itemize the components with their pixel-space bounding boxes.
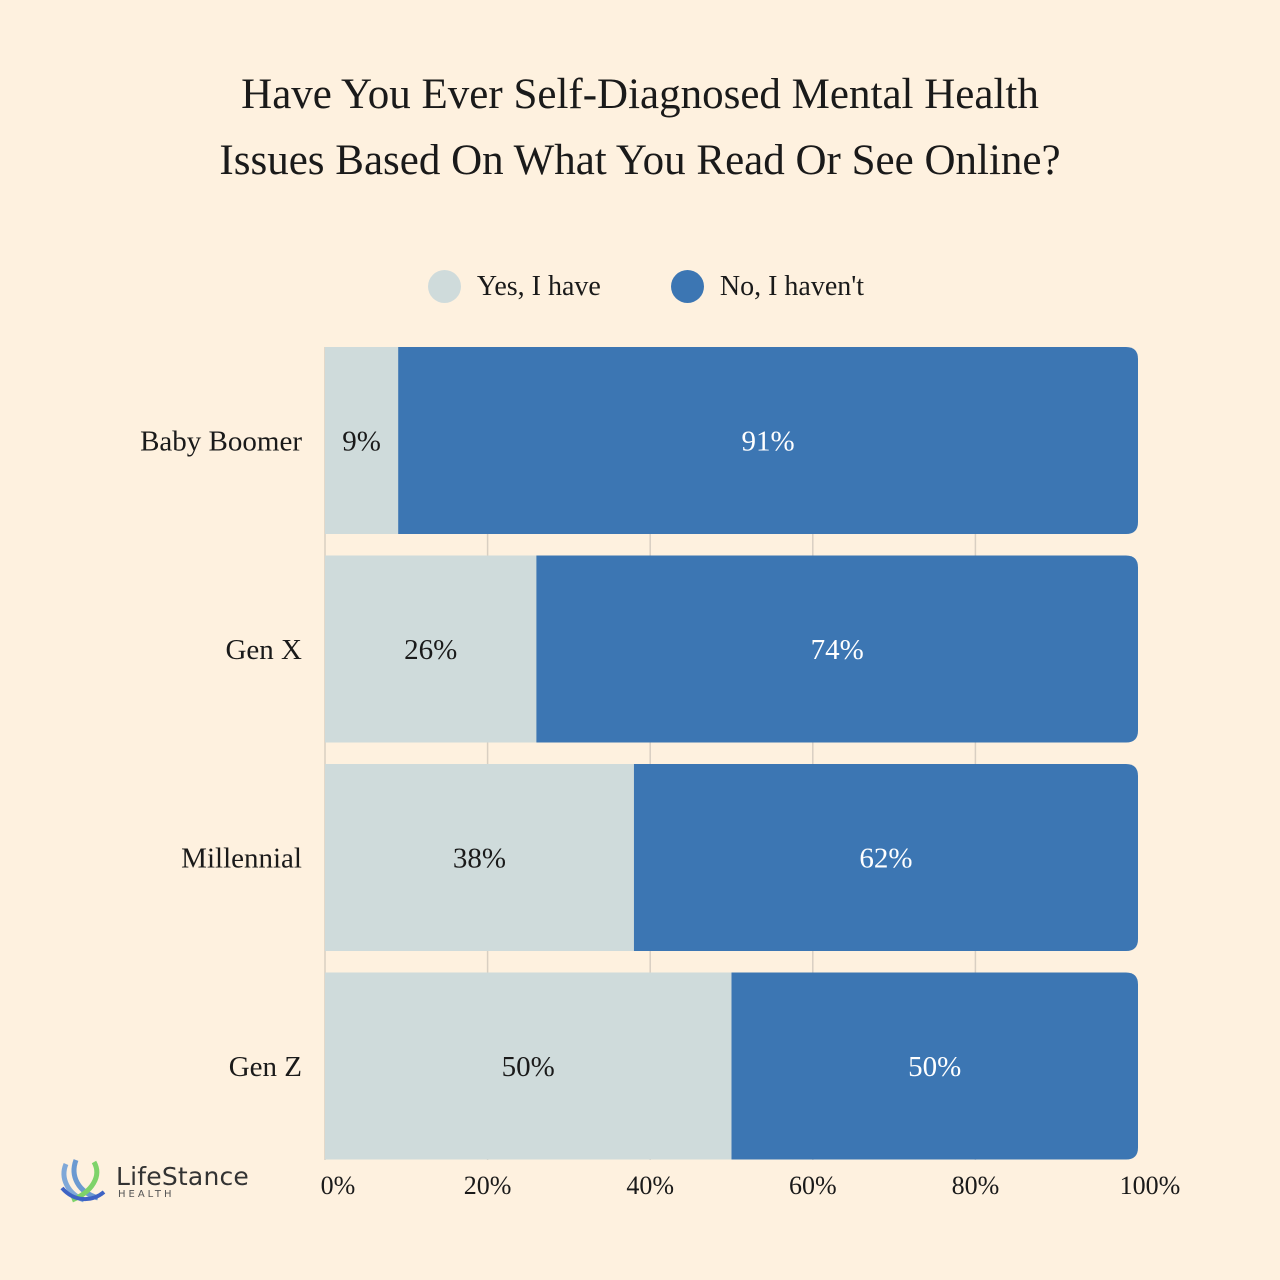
legend-item-yes: Yes, I have bbox=[427, 270, 601, 303]
legend-label-no: No, I haven't bbox=[719, 270, 865, 302]
logo-sub: HEALTH bbox=[118, 1189, 175, 1200]
legend: Yes, I have No, I haven't bbox=[0, 270, 1280, 303]
category-label: Millennial bbox=[181, 843, 302, 875]
bar-yes bbox=[325, 347, 399, 534]
data-label-yes: 9% bbox=[342, 426, 381, 458]
data-label-no: 91% bbox=[741, 426, 794, 458]
logo-name: LifeStance bbox=[116, 1162, 250, 1191]
title-line-2: Issues Based On What You Read Or See Onl… bbox=[219, 137, 1061, 184]
category-label: Gen X bbox=[225, 634, 302, 666]
data-label-yes: 26% bbox=[404, 634, 457, 666]
logo: LifeStance HEALTH bbox=[58, 1158, 249, 1204]
legend-item-no: No, I haven't bbox=[670, 270, 865, 303]
logo-icon bbox=[60, 1159, 106, 1203]
bar-no bbox=[633, 764, 1138, 951]
bar-no bbox=[536, 555, 1138, 743]
chart-title: Have You Ever Self-Diagnosed Mental Heal… bbox=[0, 62, 1280, 194]
x-tick-label: 80% bbox=[952, 1171, 1000, 1200]
data-label-yes: 38% bbox=[453, 843, 506, 875]
data-label-yes: 50% bbox=[502, 1051, 555, 1083]
bar-no bbox=[398, 347, 1138, 534]
legend-label-yes: Yes, I have bbox=[476, 270, 601, 302]
category-label: Gen Z bbox=[229, 1051, 302, 1083]
x-tick-label: 60% bbox=[789, 1171, 837, 1200]
x-tick-label: 20% bbox=[464, 1171, 512, 1200]
data-label-no: 74% bbox=[811, 634, 864, 666]
title-line-1: Have You Ever Self-Diagnosed Mental Heal… bbox=[241, 71, 1039, 118]
category-label: Baby Boomer bbox=[140, 426, 302, 458]
x-tick-label: 40% bbox=[626, 1171, 674, 1200]
legend-swatch-no bbox=[670, 270, 704, 303]
bar-no bbox=[731, 972, 1138, 1160]
data-label-no: 62% bbox=[859, 843, 912, 875]
bar-yes bbox=[325, 764, 634, 951]
x-tick-label: 0% bbox=[321, 1171, 356, 1200]
legend-swatch-yes bbox=[427, 270, 461, 303]
bar-yes bbox=[325, 555, 537, 743]
x-tick-label: 100% bbox=[1120, 1171, 1181, 1200]
bar-yes bbox=[325, 972, 732, 1160]
data-label-no: 50% bbox=[908, 1051, 961, 1083]
